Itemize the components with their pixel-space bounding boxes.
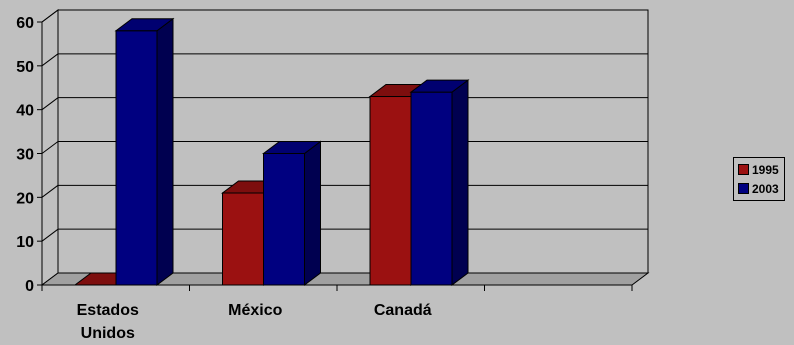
bar-top-2003-2 — [409, 79, 470, 93]
gridline-side — [41, 228, 59, 242]
x-tick-label: Estados — [77, 302, 139, 319]
bar-top-2003-1 — [262, 141, 322, 154]
y-tick-label: 60 — [16, 15, 34, 32]
x-tick-label: Canadá — [374, 302, 432, 319]
legend-item-1995: 1995 — [738, 160, 784, 179]
x-tick-label: Unidos — [81, 325, 135, 342]
y-tick-label: 0 — [25, 278, 34, 295]
y-tick-label: 50 — [16, 59, 34, 76]
legend: 1995 2003 — [733, 157, 785, 201]
bar-1995-2 — [369, 96, 412, 286]
bar-side-2003-1 — [304, 140, 321, 286]
legend-label-1995: 1995 — [752, 162, 779, 177]
y-tick-label: 40 — [16, 103, 34, 120]
bar-2003-1 — [263, 153, 305, 286]
legend-label-2003: 2003 — [752, 181, 779, 196]
legend-item-2003: 2003 — [738, 179, 784, 198]
legend-swatch-1995 — [738, 164, 749, 175]
y-tick-label: 20 — [16, 190, 34, 207]
y-tick-label: 30 — [16, 147, 34, 164]
gridline-side — [41, 141, 59, 154]
bar-side-2003-2 — [451, 79, 469, 286]
gridline-side — [41, 184, 59, 198]
bar-2003-2 — [410, 91, 453, 286]
gridline-side — [41, 9, 59, 23]
bar-top-2003-0 — [114, 18, 175, 32]
bar-2003-0 — [115, 30, 158, 286]
bar-side-2003-0 — [156, 17, 174, 286]
y-tick-label: 10 — [16, 234, 34, 251]
x-tick-label: México — [228, 302, 282, 319]
gridline-side — [41, 97, 59, 111]
gridline-side — [41, 53, 59, 67]
bar-1995-1 — [222, 192, 264, 286]
legend-swatch-2003 — [738, 183, 749, 194]
